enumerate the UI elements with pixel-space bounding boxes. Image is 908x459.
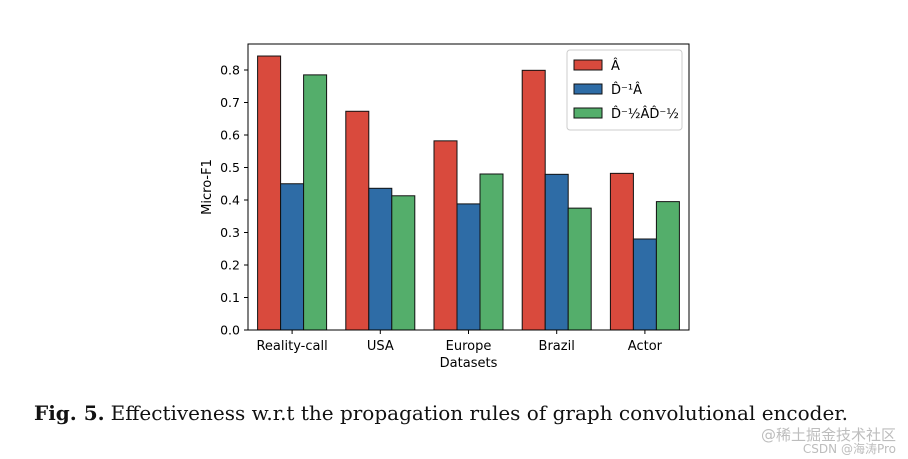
y-tick-label: 0.2 — [220, 258, 240, 273]
x-tick-label: Europe — [446, 339, 492, 354]
bar-brazil-series-2 — [544, 173, 569, 331]
bar-reality-call-series-3 — [303, 74, 328, 331]
caption-label: Fig. 5. — [34, 401, 105, 425]
plot-frame — [247, 43, 690, 331]
watermark-csdn: CSDN @海涛Pro — [802, 442, 896, 456]
watermark-juejin: @稀土掘金技术社区 — [760, 426, 896, 444]
y-tick-label: 0.1 — [220, 290, 240, 305]
y-tick-label: 0.4 — [220, 193, 240, 208]
bar-usa-series-2 — [368, 187, 393, 331]
legend-swatch-series-2 — [573, 83, 603, 95]
x-axis-label: Datasets — [440, 356, 498, 371]
x-tick-label: Actor — [628, 339, 663, 354]
bar-reality-call-series-2 — [280, 183, 305, 331]
legend-label-series-1: Â — [611, 58, 620, 74]
bar-actor-series-3 — [655, 201, 680, 331]
bar-reality-call-series-1 — [257, 55, 282, 331]
legend-swatch-series-1 — [573, 59, 603, 71]
legend-label-series-3: D̂⁻½ÂD̂⁻½ — [611, 106, 679, 122]
y-tick-label: 0.0 — [220, 323, 240, 338]
caption-text: Effectiveness w.r.t the propagation rule… — [110, 401, 849, 425]
legend-swatch-series-3 — [573, 107, 603, 119]
figure-caption: Fig. 5. Effectiveness w.r.t the propagati… — [34, 401, 848, 425]
y-tick-label: 0.6 — [220, 128, 240, 143]
x-tick-label: Brazil — [539, 339, 575, 354]
x-tick-label: Reality-call — [256, 339, 327, 354]
y-axis-label: Micro-F1 — [200, 159, 215, 215]
bar-europe-series-3 — [479, 173, 504, 331]
y-tick-label: 0.7 — [220, 95, 240, 110]
bar-europe-series-2 — [456, 203, 481, 331]
bar-actor-series-2 — [632, 238, 657, 331]
y-tick-label: 0.3 — [220, 225, 240, 240]
bar-europe-series-1 — [433, 140, 458, 331]
y-tick-label: 0.8 — [220, 63, 240, 78]
legend-label-series-2: D̂⁻¹Â — [611, 82, 642, 98]
x-tick-label: USA — [367, 339, 394, 354]
bar-brazil-series-1 — [521, 69, 546, 331]
y-tick-label: 0.5 — [220, 160, 240, 175]
bar-brazil-series-3 — [567, 207, 592, 331]
bar-usa-series-3 — [391, 195, 416, 331]
bar-actor-series-1 — [609, 172, 634, 331]
bar-usa-series-1 — [345, 110, 370, 331]
